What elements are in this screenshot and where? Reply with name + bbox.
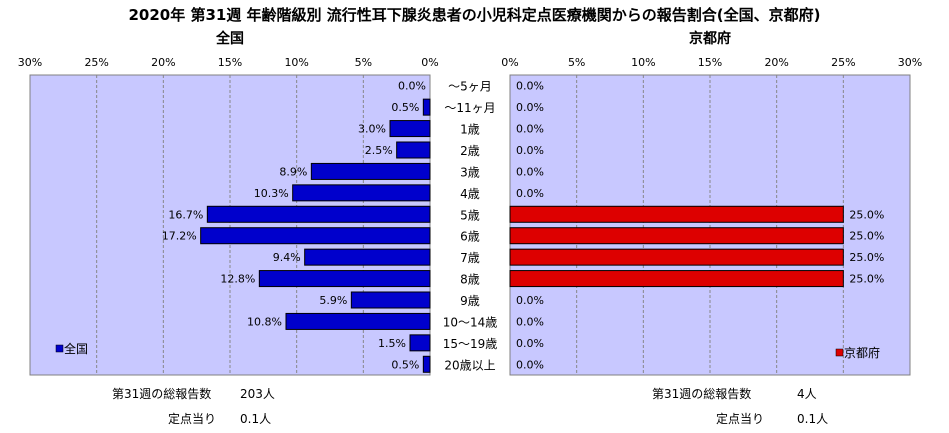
kyoto-tick-label: 25%: [831, 56, 855, 69]
chart-title: 2020年 第31週 年齢階級別 流行性耳下腺炎患者の小児科定点医療機関からの報…: [128, 6, 821, 24]
left-total-label: 第31週の総報告数: [112, 387, 212, 401]
category-label: ～5ヶ月: [448, 80, 492, 94]
zenkoku-data-label: 2.5%: [365, 144, 393, 157]
zenkoku-bar: [422, 98, 431, 116]
kyoto-tick-label: 30%: [898, 56, 922, 69]
zenkoku-data-label: 5.9%: [319, 294, 347, 307]
kyoto-data-label: 25.0%: [849, 208, 884, 221]
right-total-value: 4人: [797, 387, 817, 401]
kyoto-data-label: 25.0%: [849, 273, 884, 286]
kyoto-data-label: 0.0%: [516, 80, 544, 93]
category-label: 20歳以上: [444, 358, 495, 372]
zenkoku-tick-label: 0%: [421, 56, 438, 69]
kyoto-data-label: 0.0%: [516, 101, 544, 114]
zenkoku-tick-label: 30%: [18, 56, 42, 69]
zenkoku-legend-label: 全国: [64, 341, 88, 356]
zenkoku-bar: [206, 205, 431, 223]
zenkoku-bar: [292, 184, 431, 202]
kyoto-data-label: 0.0%: [516, 294, 544, 307]
zenkoku-data-label: 0.5%: [391, 101, 419, 114]
left-per-label: 定点当り: [168, 412, 217, 426]
kyoto-tick-label: 5%: [568, 56, 585, 69]
kyoto-bar: [509, 227, 844, 245]
kyoto-data-label: 0.0%: [516, 123, 544, 136]
zenkoku-bar: [389, 120, 431, 138]
zenkoku-data-label: 8.9%: [279, 165, 307, 178]
category-label: ～11ヶ月: [444, 101, 495, 115]
zenkoku-legend-swatch: [55, 344, 64, 353]
category-label: 8歳: [460, 273, 480, 287]
zenkoku-data-label: 0.0%: [398, 80, 426, 93]
zenkoku-bar: [422, 355, 431, 373]
zenkoku-data-label: 12.8%: [220, 273, 255, 286]
zenkoku-bar: [396, 141, 431, 159]
zenkoku-bar: [310, 162, 431, 180]
left-per-value: 0.1人: [240, 412, 272, 426]
zenkoku-bar: [258, 270, 431, 288]
category-label: 7歳: [460, 251, 480, 265]
zenkoku-data-label: 16.7%: [168, 208, 203, 221]
kyoto-bar: [509, 205, 844, 223]
category-label: 6歳: [460, 230, 480, 244]
zenkoku-tick-label: 5%: [355, 56, 372, 69]
kyoto-tick-label: 20%: [764, 56, 788, 69]
kyoto-data-label: 25.0%: [849, 251, 884, 264]
zenkoku-tick-label: 10%: [284, 56, 308, 69]
kyoto-data-label: 0.0%: [516, 358, 544, 371]
category-label: 3歳: [460, 165, 480, 179]
right-panel-title: 京都府: [689, 31, 731, 47]
kyoto-bar: [509, 270, 844, 288]
zenkoku-data-label: 10.3%: [254, 187, 289, 200]
zenkoku-bar: [285, 312, 431, 330]
category-label: 15～19歳: [443, 337, 498, 351]
kyoto-legend-swatch: [835, 348, 844, 357]
zenkoku-data-label: 0.5%: [391, 358, 419, 371]
kyoto-data-label: 0.0%: [516, 315, 544, 328]
zenkoku-data-label: 17.2%: [162, 230, 197, 243]
zenkoku-tick-label: 20%: [151, 56, 175, 69]
zenkoku-bar: [200, 227, 431, 245]
zenkoku-data-label: 3.0%: [358, 123, 386, 136]
kyoto-legend-label: 京都府: [844, 345, 880, 360]
kyoto-tick-label: 15%: [698, 56, 722, 69]
left-total-value: 203人: [240, 387, 275, 401]
category-label: 1歳: [460, 123, 480, 137]
zenkoku-data-label: 10.8%: [247, 315, 282, 328]
right-total-label: 第31週の総報告数: [652, 387, 752, 401]
zenkoku-tick-label: 15%: [218, 56, 242, 69]
kyoto-data-label: 0.0%: [516, 165, 544, 178]
zenkoku-tick-label: 25%: [84, 56, 108, 69]
kyoto-bar: [509, 248, 844, 266]
right-per-label: 定点当り: [716, 412, 765, 426]
kyoto-tick-label: 10%: [631, 56, 655, 69]
zenkoku-bar: [350, 291, 431, 309]
category-label: 10～14歳: [443, 315, 498, 329]
category-label: 9歳: [460, 294, 480, 308]
zenkoku-data-label: 9.4%: [273, 251, 301, 264]
kyoto-data-label: 25.0%: [849, 230, 884, 243]
category-label: 2歳: [460, 144, 480, 158]
kyoto-data-label: 0.0%: [516, 144, 544, 157]
kyoto-data-label: 0.0%: [516, 187, 544, 200]
zenkoku-bar: [409, 334, 431, 352]
kyoto-tick-label: 0%: [501, 56, 518, 69]
kyoto-data-label: 0.0%: [516, 337, 544, 350]
right-per-value: 0.1人: [797, 412, 829, 426]
category-label: 4歳: [460, 187, 480, 201]
category-label: 5歳: [460, 208, 480, 222]
left-panel-title: 全国: [216, 31, 244, 47]
zenkoku-bar: [304, 248, 431, 266]
zenkoku-data-label: 1.5%: [378, 337, 406, 350]
